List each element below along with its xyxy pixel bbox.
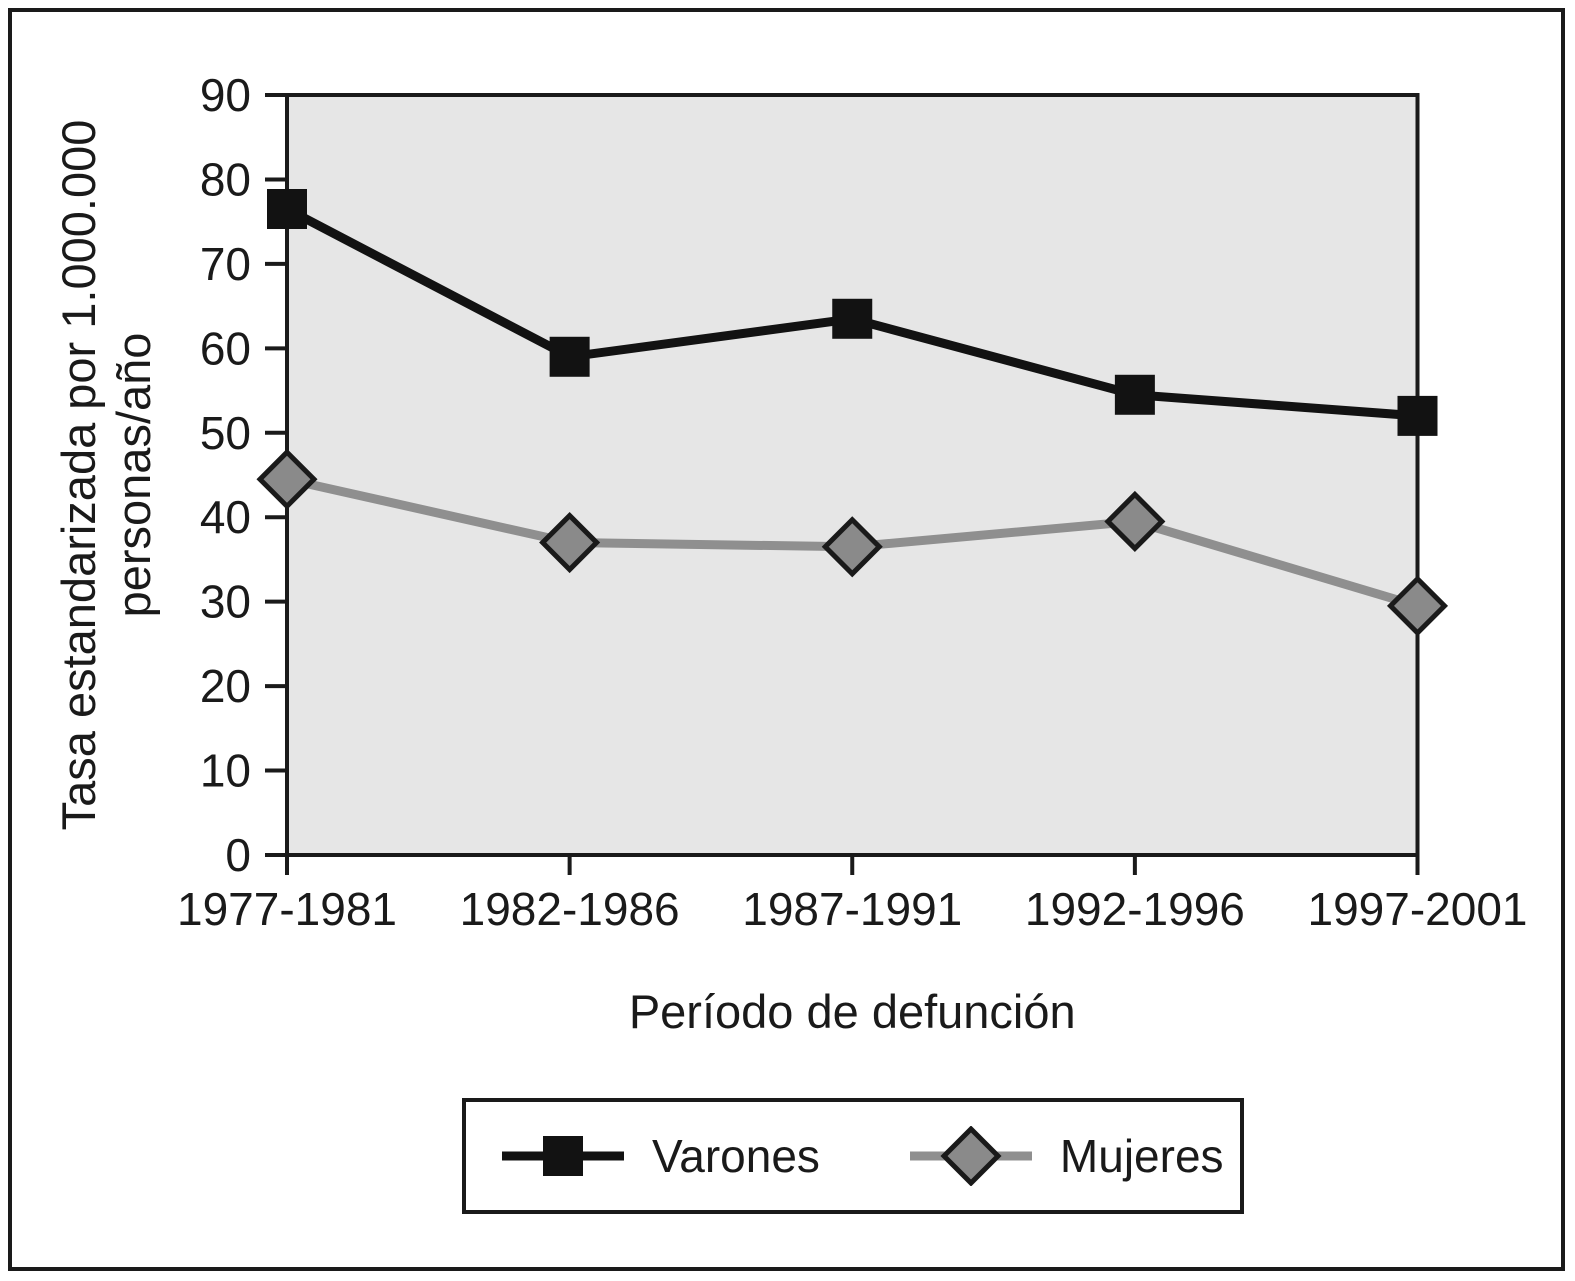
diamond-marker bbox=[539, 512, 601, 574]
x-tick-label: 1977-1981 bbox=[177, 883, 397, 935]
legend-label-varones: Varones bbox=[652, 1130, 820, 1182]
y-tick-label: 80 bbox=[200, 153, 251, 205]
plot-area bbox=[285, 93, 1420, 857]
square-marker bbox=[832, 298, 873, 339]
y-axis: 0 10 20 30 40 50 60 70 80 90 bbox=[200, 69, 287, 881]
y-tick-label: 90 bbox=[200, 69, 251, 121]
legend-label-mujeres: Mujeres bbox=[1059, 1130, 1224, 1182]
y-axis-title-line2: personas/año bbox=[107, 333, 160, 618]
x-tick-label: 1982-1986 bbox=[460, 883, 680, 935]
legend-item-varones: Varones bbox=[500, 1126, 820, 1186]
y-tick-label: 30 bbox=[200, 576, 251, 628]
y-tick-label: 40 bbox=[200, 491, 251, 543]
y-tick-label: 70 bbox=[200, 238, 251, 290]
y-tick-label: 20 bbox=[200, 660, 251, 712]
square-marker bbox=[267, 189, 307, 229]
varones-line-marker-icon bbox=[502, 1136, 624, 1176]
diamond-marker bbox=[1104, 490, 1166, 552]
y-axis-title-line1: Tasa estandarizada por 1.000.000 bbox=[52, 120, 105, 831]
mujeres-line-marker-icon bbox=[909, 1126, 1032, 1186]
y-tick-label: 10 bbox=[200, 745, 251, 797]
legend: Varones Mujeres bbox=[462, 1098, 1244, 1214]
square-marker bbox=[1114, 374, 1155, 415]
series-mujeres bbox=[256, 448, 1449, 637]
x-tick-label: 1997-2001 bbox=[1308, 883, 1528, 935]
x-tick-label: 1987-1991 bbox=[742, 883, 962, 935]
y-tick-label: 50 bbox=[200, 407, 251, 459]
square-marker bbox=[1397, 395, 1438, 436]
x-axis: 1977-1981 1982-1986 1987-1991 1992-1996 1997… bbox=[177, 855, 1527, 935]
x-axis-title: Período de defunción bbox=[629, 985, 1076, 1038]
y-tick-label: 60 bbox=[200, 322, 251, 374]
legend-item-mujeres: Mujeres bbox=[908, 1126, 1224, 1186]
square-marker bbox=[543, 1136, 583, 1176]
y-tick-label: 0 bbox=[225, 829, 251, 881]
diamond-marker bbox=[256, 448, 318, 510]
diamond-marker bbox=[940, 1126, 1002, 1186]
square-marker bbox=[549, 336, 590, 377]
x-tick-label: 1992-1996 bbox=[1025, 883, 1245, 935]
diamond-marker bbox=[1386, 575, 1449, 637]
series-varones bbox=[267, 189, 1438, 436]
diamond-marker bbox=[821, 516, 883, 578]
